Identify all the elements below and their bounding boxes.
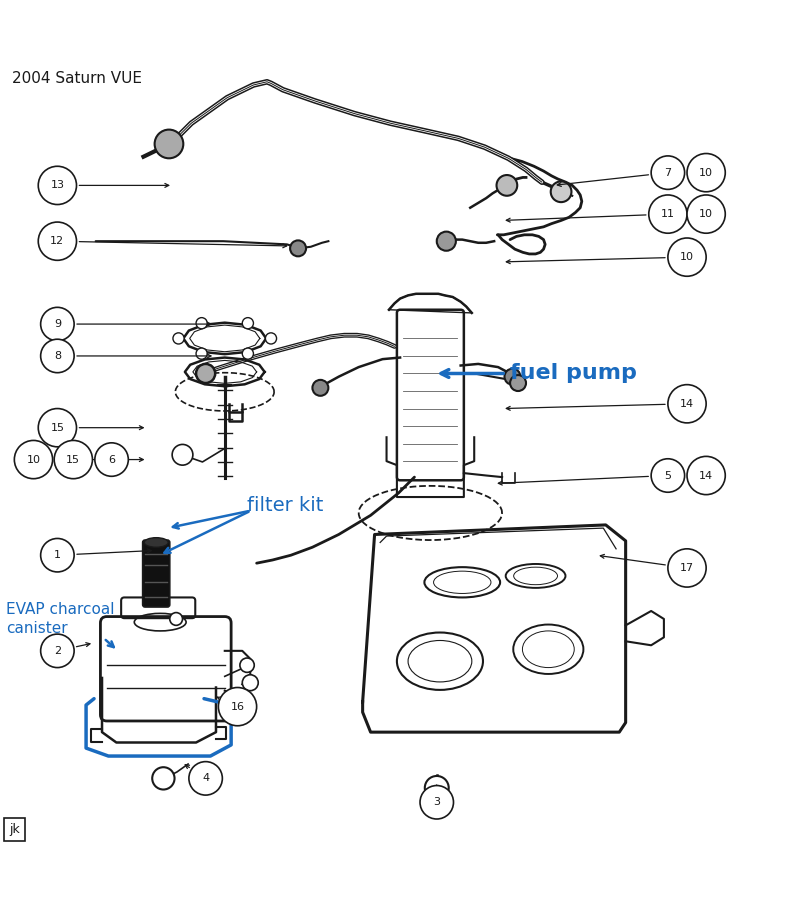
Text: 15: 15 (66, 454, 80, 464)
Circle shape (54, 440, 92, 479)
Circle shape (38, 409, 77, 446)
Text: 2: 2 (54, 646, 61, 656)
Text: 11: 11 (661, 209, 675, 219)
Circle shape (196, 364, 215, 383)
Text: 7: 7 (665, 167, 671, 177)
Text: 14: 14 (699, 471, 713, 481)
Circle shape (155, 130, 183, 158)
Circle shape (242, 675, 258, 690)
Circle shape (242, 318, 253, 328)
Text: 10: 10 (699, 209, 713, 219)
Circle shape (95, 443, 128, 476)
Circle shape (218, 688, 257, 725)
FancyBboxPatch shape (143, 540, 170, 607)
Text: 10: 10 (26, 454, 41, 464)
Circle shape (170, 613, 183, 626)
Text: 5: 5 (665, 471, 671, 481)
Text: 15: 15 (50, 423, 65, 433)
Circle shape (425, 776, 449, 800)
Circle shape (196, 318, 207, 328)
Text: 16: 16 (230, 702, 245, 712)
Text: EVAP charcoal
canister: EVAP charcoal canister (6, 601, 115, 636)
Text: 6: 6 (108, 454, 115, 464)
Circle shape (551, 182, 571, 202)
Text: 8: 8 (54, 351, 61, 361)
Circle shape (152, 767, 175, 789)
Circle shape (290, 240, 306, 256)
Circle shape (172, 445, 193, 465)
Circle shape (505, 369, 520, 384)
Circle shape (41, 634, 74, 668)
Text: 4: 4 (202, 773, 209, 783)
Circle shape (687, 154, 725, 192)
Text: filter kit: filter kit (247, 496, 324, 516)
Circle shape (668, 384, 706, 423)
Circle shape (196, 348, 207, 359)
Text: 2004 Saturn VUE: 2004 Saturn VUE (12, 71, 142, 86)
Circle shape (312, 380, 328, 396)
Circle shape (668, 238, 706, 276)
Text: 9: 9 (54, 320, 61, 329)
Text: 10: 10 (680, 252, 694, 262)
Text: jk: jk (9, 823, 20, 836)
Circle shape (687, 456, 725, 495)
Circle shape (41, 538, 74, 572)
Text: 1: 1 (54, 550, 61, 560)
Circle shape (668, 549, 706, 587)
Circle shape (649, 195, 687, 233)
Text: 14: 14 (680, 399, 694, 409)
Circle shape (41, 339, 74, 373)
Circle shape (242, 348, 253, 359)
Circle shape (41, 307, 74, 341)
Circle shape (510, 375, 526, 391)
Circle shape (651, 156, 685, 189)
Circle shape (14, 440, 53, 479)
Text: 17: 17 (680, 563, 694, 573)
Circle shape (420, 786, 453, 819)
Text: 10: 10 (699, 167, 713, 177)
Text: 12: 12 (50, 236, 65, 247)
Circle shape (265, 333, 277, 344)
Circle shape (240, 658, 254, 672)
Text: 3: 3 (434, 797, 440, 807)
Text: 13: 13 (50, 180, 65, 191)
Circle shape (497, 175, 517, 196)
Ellipse shape (144, 537, 168, 547)
Circle shape (437, 231, 456, 251)
Text: fuel pump: fuel pump (510, 364, 637, 383)
Circle shape (173, 333, 184, 344)
Circle shape (38, 222, 77, 260)
Circle shape (189, 761, 222, 795)
Circle shape (651, 459, 685, 492)
Circle shape (687, 195, 725, 233)
Circle shape (38, 166, 77, 204)
